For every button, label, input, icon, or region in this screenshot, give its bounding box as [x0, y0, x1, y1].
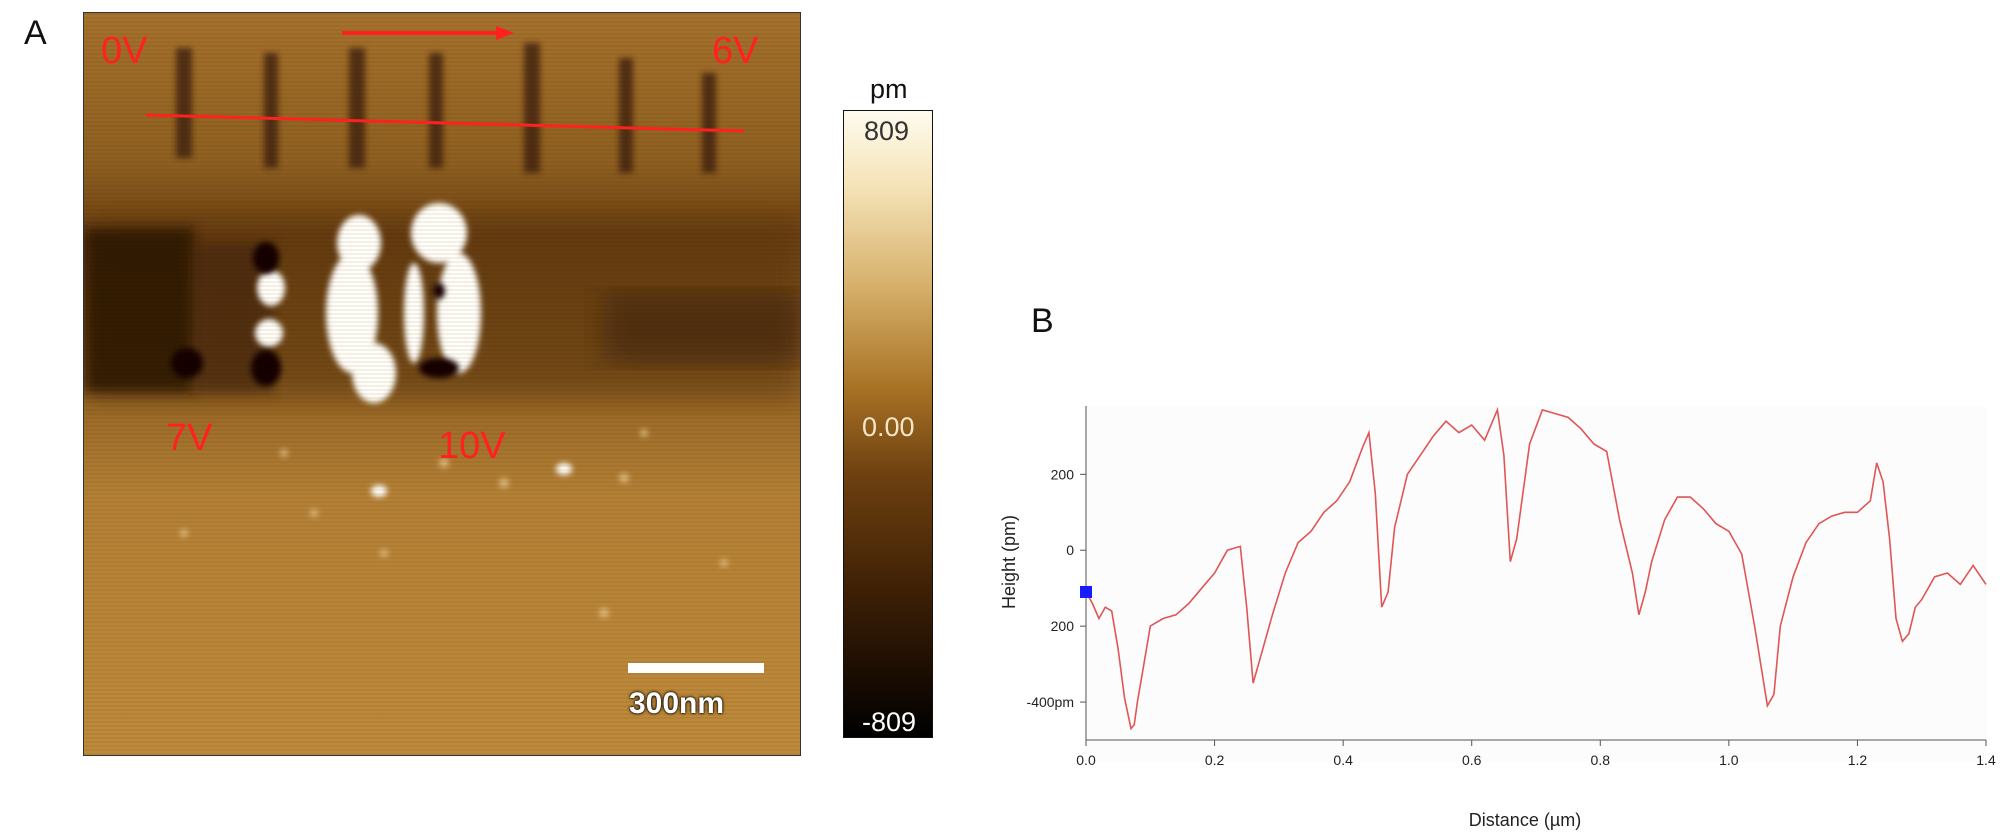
panel-b-letter: B	[1031, 302, 1054, 340]
scale-bar-label: 300nm	[629, 687, 725, 720]
colorbar-max: 809	[864, 116, 910, 146]
x-tick-label: 0.6	[1462, 752, 1482, 768]
plot-background	[1084, 406, 1986, 762]
y-tick-label: 200	[1051, 618, 1075, 634]
x-tick-label: 1.4	[1976, 752, 1996, 768]
colorbar	[843, 110, 933, 738]
colorbar-unit: pm	[870, 74, 908, 104]
label-6v: 6V	[712, 30, 759, 72]
y-tick-label: 0	[1066, 542, 1074, 558]
label-10v: 10V	[438, 425, 506, 467]
label-0v: 0V	[101, 30, 148, 72]
x-tick-label: 1.0	[1719, 752, 1739, 768]
label-7v: 7V	[166, 417, 213, 459]
colorbar-mid: 0.00	[862, 412, 915, 442]
profile-line	[145, 113, 745, 133]
x-tick-label: 1.2	[1848, 752, 1868, 768]
y-tick-label: -400pm	[1027, 694, 1074, 710]
x-tick-label: 0.8	[1591, 752, 1611, 768]
arrow-head-icon	[496, 26, 514, 40]
y-tick-label: 200	[1051, 466, 1075, 482]
x-axis-title: Distance (µm)	[1469, 810, 1581, 830]
panel-a-letter: A	[24, 14, 47, 52]
x-tick-label: 0.4	[1333, 752, 1353, 768]
height-profile-line	[1085, 406, 1987, 731]
cursor-marker	[1080, 585, 1092, 598]
colorbar-min: -809	[862, 707, 917, 737]
y-axis-title: Height (pm)	[999, 515, 1019, 609]
x-tick-label: 0.0	[1076, 752, 1096, 768]
scale-bar	[628, 663, 764, 673]
x-tick-label: 0.2	[1205, 752, 1225, 768]
afm-height-image	[83, 12, 801, 756]
